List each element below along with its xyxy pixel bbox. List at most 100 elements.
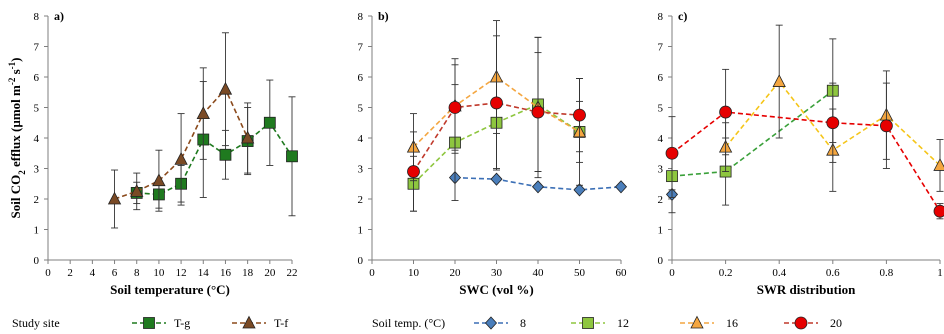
- x-tick-label: 6: [112, 267, 118, 279]
- x-tick-label: 0.4: [772, 267, 786, 279]
- y-tick-label: 6: [658, 72, 664, 84]
- x-tick-label: 30: [491, 267, 503, 279]
- y-tick-label: 1: [658, 225, 664, 237]
- data-point: [448, 101, 462, 114]
- y-tick-label: 4: [658, 133, 664, 145]
- data-point: [826, 116, 840, 130]
- legend-marker: [484, 316, 498, 330]
- data-point: [933, 158, 944, 171]
- x-tick-label: 14: [198, 267, 210, 279]
- legend-marker: [242, 315, 256, 329]
- data-point: [614, 180, 628, 194]
- x-tick-label: 12: [176, 267, 187, 279]
- y-tick-label: 0: [34, 255, 40, 267]
- y-tick-label: 4: [34, 133, 40, 145]
- y-axis-title-part: Soil CO: [8, 175, 23, 219]
- x-axis-title: Soil temperature (°C): [110, 282, 230, 297]
- panel-label: a): [54, 9, 64, 23]
- y-tick-label: 6: [34, 72, 40, 84]
- data-point: [665, 146, 679, 160]
- x-tick-label: 0.6: [826, 267, 840, 279]
- legend-label: 8: [520, 316, 526, 330]
- data-point: [152, 173, 166, 187]
- y-tick-label: 5: [658, 103, 664, 115]
- y-axis-title-part: efflux (µmol m: [8, 85, 23, 170]
- legend-label: T-g: [174, 316, 190, 330]
- y-tick-label: 2: [658, 194, 664, 206]
- series-T-f: [107, 32, 255, 229]
- data-point: [174, 151, 188, 165]
- y-tick-label: 7: [658, 42, 664, 54]
- y-axis-title-part: -2: [7, 77, 17, 85]
- y-axis-title-part: s: [8, 69, 23, 77]
- data-point: [196, 106, 210, 119]
- data-point: [772, 74, 786, 87]
- data-point: [107, 191, 122, 205]
- data-point: [880, 119, 893, 133]
- y-tick-label: 1: [358, 225, 364, 237]
- legend-marker: [690, 315, 704, 329]
- legends: Study site T-g T-f Soil temp. (°C) 8 12 16 20: [12, 315, 842, 330]
- data-point: [719, 105, 732, 119]
- y-tick-label: 6: [358, 72, 364, 84]
- x-tick-label: 20: [264, 267, 276, 279]
- y-tick-label: 3: [358, 164, 364, 176]
- series-8: [448, 171, 628, 197]
- x-tick-label: 0: [369, 267, 375, 279]
- x-tick-label: 16: [220, 267, 232, 279]
- data-point: [490, 172, 503, 186]
- x-tick-label: 22: [287, 267, 298, 279]
- x-tick-label: 50: [574, 267, 586, 279]
- data-point: [531, 105, 545, 119]
- legend-title-study-site: Study site: [12, 316, 60, 330]
- x-tick-label: 0.2: [719, 267, 733, 279]
- x-tick-label: 60: [616, 267, 628, 279]
- x-tick-label: 0: [669, 267, 675, 279]
- x-axis-title: SWC (vol %): [459, 282, 533, 297]
- y-axis-title-part: 2: [17, 170, 27, 175]
- x-tick-label: 2: [67, 267, 73, 279]
- x-tick-label: 0: [45, 267, 51, 279]
- panel-label: b): [378, 9, 389, 23]
- data-point: [531, 180, 545, 194]
- legend-label: 12: [617, 316, 629, 330]
- legend-label: 16: [726, 316, 738, 330]
- panel-b: 0 1 2 3 4 5 6 7 8 0 10 20 30 40 50 60 b) SWC (vol %): [358, 9, 628, 297]
- y-tick-label: 3: [34, 164, 40, 176]
- panel-c: 0 1 2 3 4 5 6 7 8 0 0.2 0.4 0.6 0.8 1 c) SWR distributio…: [658, 9, 944, 297]
- x-tick-label: 10: [153, 267, 165, 279]
- data-point: [933, 204, 944, 218]
- y-tick-label: 2: [358, 194, 364, 206]
- y-tick-label: 5: [34, 103, 40, 115]
- y-tick-label: 8: [658, 11, 664, 23]
- x-tick-label: 1: [937, 267, 943, 279]
- y-axis-title-group: Soil CO2 efflux (µmol m-2 s-1): [7, 58, 27, 219]
- series-line: [671, 111, 941, 212]
- data-point: [573, 108, 586, 122]
- x-tick-label: 8: [134, 267, 140, 279]
- y-axis-title-part: -1: [7, 61, 17, 69]
- series-line: [412, 76, 580, 148]
- y-axis-title-part: ): [8, 58, 23, 62]
- legend-marker: [582, 317, 594, 329]
- x-tick-label: 10: [408, 267, 420, 279]
- data-point: [263, 116, 276, 129]
- series-12: [666, 38, 839, 206]
- series-20: [665, 68, 944, 220]
- data-point: [573, 183, 586, 197]
- series-line: [671, 90, 834, 177]
- legend-label: 20: [830, 316, 842, 330]
- y-tick-label: 8: [34, 11, 40, 23]
- series-20: [407, 35, 586, 212]
- legend-title-soil-temp: Soil temp. (°C): [372, 316, 445, 330]
- series-line: [412, 102, 580, 172]
- y-tick-label: 0: [358, 255, 364, 267]
- y-tick-label: 4: [358, 133, 364, 145]
- y-tick-label: 0: [658, 255, 664, 267]
- x-tick-label: 20: [450, 267, 462, 279]
- legend-label: T-f: [274, 316, 288, 330]
- y-tick-label: 8: [358, 11, 364, 23]
- x-tick-label: 18: [242, 267, 254, 279]
- series-16: [718, 24, 944, 192]
